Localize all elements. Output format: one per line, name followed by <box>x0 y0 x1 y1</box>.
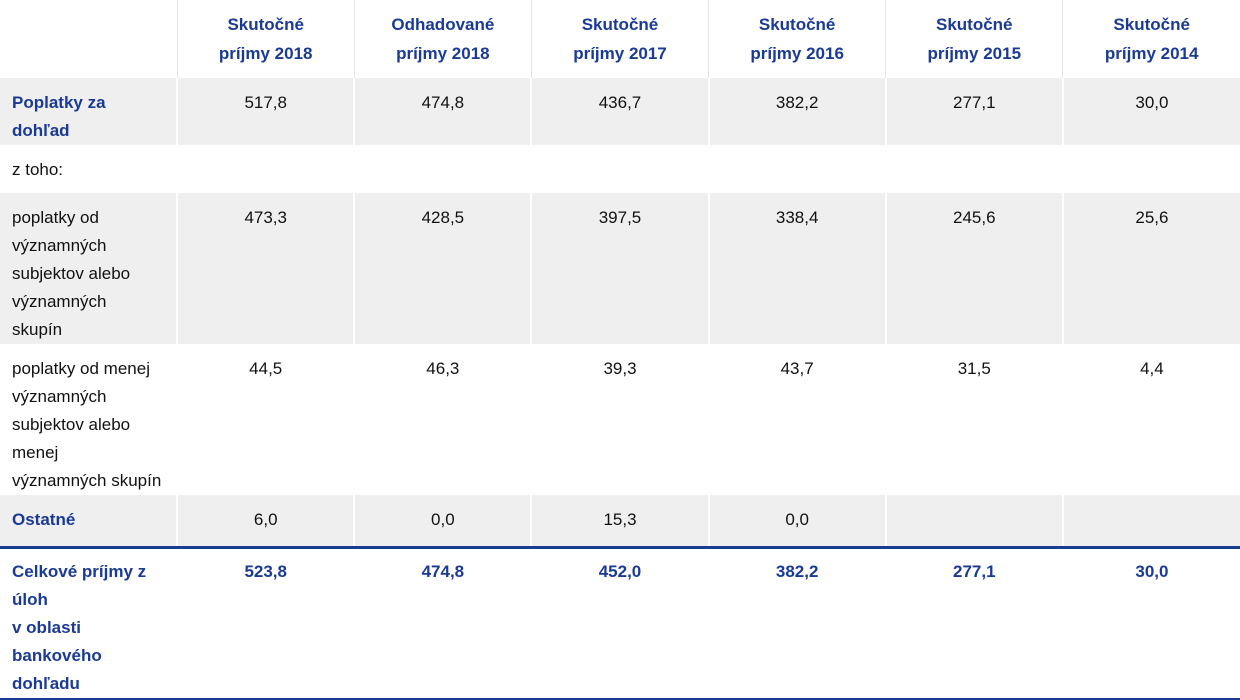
label-line: poplatky od menej významných <box>12 359 150 406</box>
label-line: v oblasti bankového dohľadu <box>12 617 102 693</box>
value-cell: 338,4 <box>707 193 886 344</box>
column-header: Skutočné príjmy 2015 <box>885 0 1063 78</box>
header-line: Skutočné <box>1113 15 1190 34</box>
value-cell: 474,8 <box>353 545 532 700</box>
column-header: Skutočné príjmy 2017 <box>530 0 709 78</box>
label-line: subjektov alebo významných <box>12 264 131 311</box>
corner-cell <box>0 0 177 78</box>
value-cell: 4,4 <box>1061 344 1240 495</box>
column-header: Skutočné príjmy 2014 <box>1062 0 1240 78</box>
value-cell <box>884 145 1063 193</box>
header-line: príjmy 2018 <box>396 44 490 63</box>
column-header: Odhadované príjmy 2018 <box>353 0 532 78</box>
header-line: Skutočné <box>227 15 304 34</box>
header-line: Skutočné <box>758 15 836 34</box>
value-cell: 44,5 <box>176 344 355 495</box>
value-cell: 523,8 <box>176 545 355 700</box>
value-cell <box>176 145 355 193</box>
label-line: Ostatné <box>12 510 76 529</box>
value-cell: 6,0 <box>176 495 355 547</box>
value-cell: 474,8 <box>353 78 532 145</box>
header-line: Skutočné <box>936 15 1013 34</box>
label-line: z toho: <box>12 160 64 179</box>
column-header: Skutočné príjmy 2018 <box>176 0 355 78</box>
header-line: príjmy 2014 <box>1104 44 1199 63</box>
header-line: príjmy 2018 <box>218 44 313 63</box>
table-row: z toho: <box>0 145 1240 193</box>
value-cell <box>530 145 709 193</box>
value-cell: 277,1 <box>884 78 1063 145</box>
row-label: Celkové príjmy z úloh v oblasti bankového… <box>0 545 178 700</box>
header-line: príjmy 2015 <box>927 44 1022 63</box>
value-cell: 382,2 <box>707 78 886 145</box>
table-row: Poplatky za dohľad 517,8 474,8 436,7 382,2 27… <box>0 78 1240 145</box>
header-line: Skutočné <box>581 15 659 34</box>
header-row: Skutočné príjmy 2018 Odhadované príjmy 2018… <box>0 0 1240 78</box>
label-line: Celkové príjmy z úloh <box>12 561 147 609</box>
value-cell: 436,7 <box>530 78 709 145</box>
value-cell <box>707 145 886 193</box>
value-cell: 46,3 <box>353 344 532 495</box>
row-label: poplatky od významných subjektov alebo vý… <box>0 193 177 344</box>
table-row: poplatky od menej významných subjektov al… <box>0 344 1240 495</box>
label-line: poplatky od významných <box>12 208 107 255</box>
row-label: Ostatné <box>0 495 177 547</box>
value-cell: 0,0 <box>353 495 532 547</box>
row-label: Poplatky za dohľad <box>0 78 177 145</box>
value-cell: 30,0 <box>1061 545 1240 700</box>
value-cell <box>1061 495 1240 547</box>
row-label: poplatky od menej významných subjektov al… <box>0 344 177 495</box>
value-cell: 245,6 <box>884 193 1063 344</box>
header-line: Odhadované <box>391 15 495 34</box>
value-cell: 25,6 <box>1061 193 1240 344</box>
header-line: príjmy 2017 <box>573 44 667 63</box>
value-cell: 277,1 <box>884 545 1063 700</box>
header-line: príjmy 2016 <box>750 44 844 63</box>
table-row: poplatky od významných subjektov alebo vý… <box>0 193 1240 344</box>
table-row: Celkové príjmy z úloh v oblasti bankového… <box>0 545 1240 700</box>
value-cell: 43,7 <box>707 344 886 495</box>
value-cell: 0,0 <box>707 495 886 547</box>
value-cell: 15,3 <box>530 495 709 547</box>
value-cell: 397,5 <box>530 193 709 344</box>
value-cell: 382,2 <box>707 545 886 700</box>
table-body: Poplatky za dohľad 517,8 474,8 436,7 382,2 27… <box>0 78 1240 700</box>
value-cell: 517,8 <box>176 78 355 145</box>
label-line: významných skupín <box>12 471 162 490</box>
row-label: z toho: <box>0 145 177 193</box>
value-cell: 31,5 <box>884 344 1063 495</box>
column-header: Skutočné príjmy 2016 <box>708 0 886 78</box>
value-cell: 39,3 <box>530 344 709 495</box>
table-row: Ostatné 6,0 0,0 15,3 0,0 <box>0 495 1240 547</box>
label-line: Poplatky za dohľad <box>12 93 106 140</box>
value-cell: 30,0 <box>1061 78 1240 145</box>
label-line: subjektov alebo menej <box>12 415 131 462</box>
value-cell <box>884 495 1063 547</box>
label-line: skupín <box>12 320 63 339</box>
value-cell: 452,0 <box>530 545 709 700</box>
value-cell: 428,5 <box>353 193 532 344</box>
value-cell: 473,3 <box>176 193 355 344</box>
value-cell <box>353 145 532 193</box>
value-cell <box>1061 145 1240 193</box>
